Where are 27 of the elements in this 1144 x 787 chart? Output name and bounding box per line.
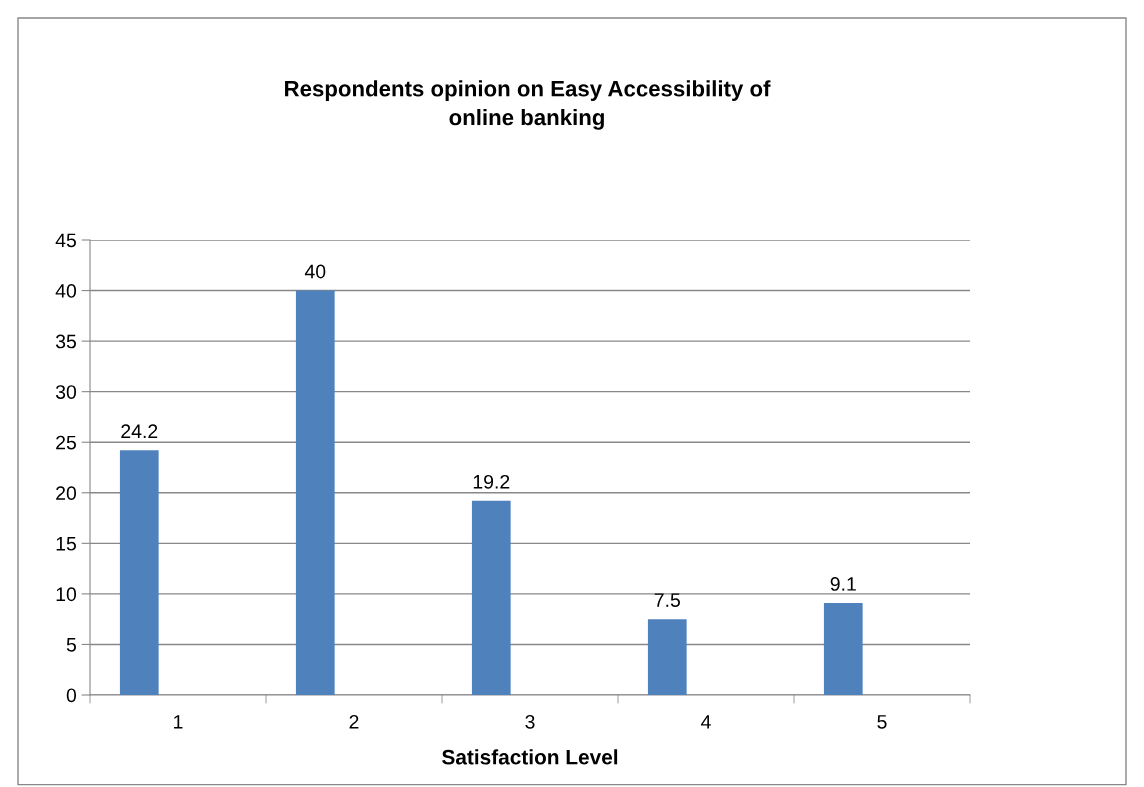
data-label: 40 <box>304 264 326 279</box>
x-tick-label: 5 <box>877 715 887 729</box>
chart-title: Respondents opinion on Easy Accessibility of online banking <box>285 80 771 130</box>
bar <box>471 500 511 695</box>
x-tick-label: 2 <box>349 714 359 729</box>
x-tick-label: 4 <box>701 715 711 729</box>
bar <box>295 290 335 695</box>
y-tick-label: 45 <box>55 233 76 248</box>
data-label: 24.2 <box>121 424 158 438</box>
bar <box>647 619 687 695</box>
y-tick-label: 40 <box>55 284 77 298</box>
y-tick-label: 20 <box>56 486 77 501</box>
bar <box>119 450 159 695</box>
y-tick-label: 0 <box>66 688 77 703</box>
bar <box>823 602 863 695</box>
data-label: 19.2 <box>473 474 510 489</box>
y-tick-label: 10 <box>56 587 77 602</box>
y-tick-label: 30 <box>55 385 77 399</box>
y-tick-label: 15 <box>56 537 76 551</box>
x-tick-label: 1 <box>174 715 183 729</box>
x-axis-title: Satisfaction Level <box>442 749 618 765</box>
y-tick-label: 35 <box>55 334 76 349</box>
x-tick-label: 3 <box>525 714 535 729</box>
y-tick-label: 5 <box>66 638 76 652</box>
data-label: 9.1 <box>830 577 856 591</box>
y-tick-label: 25 <box>56 435 76 450</box>
data-label: 7.5 <box>654 593 680 607</box>
